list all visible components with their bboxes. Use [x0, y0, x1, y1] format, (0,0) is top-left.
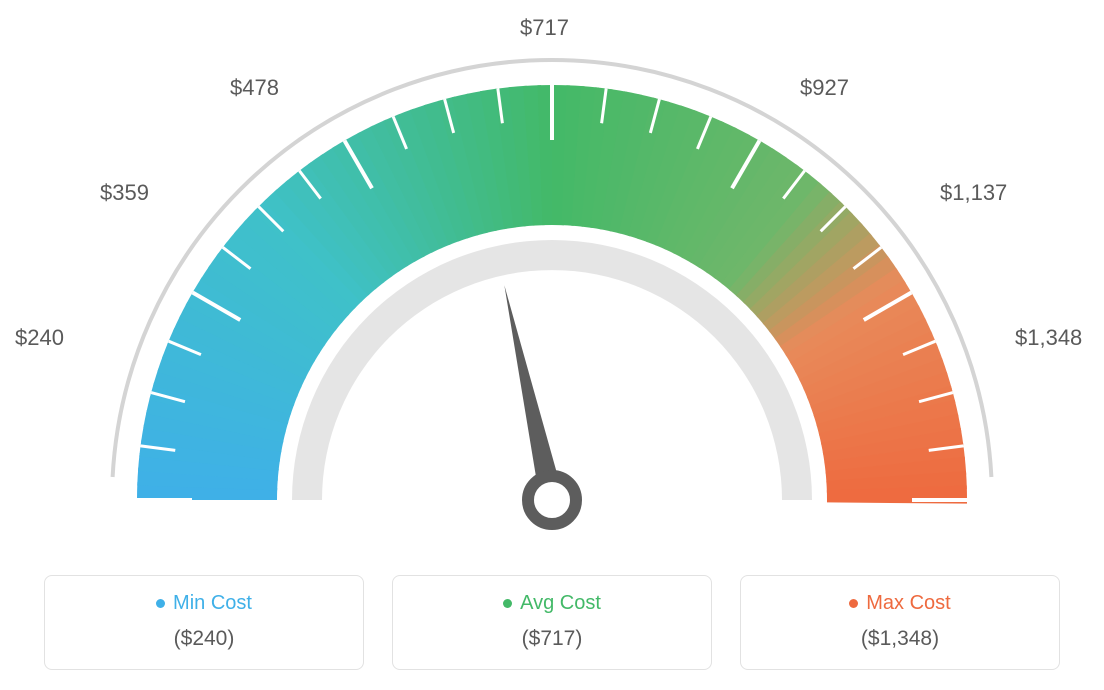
gauge-tick-label: $717 — [520, 15, 569, 41]
legend-label: Max Cost — [866, 592, 950, 615]
dot-icon — [503, 599, 512, 608]
legend-value-max: ($1,348) — [751, 627, 1049, 651]
legend-card-min: Min Cost ($240) — [44, 575, 364, 670]
gauge-tick-label: $1,137 — [940, 180, 1007, 206]
needle-hub — [528, 476, 576, 524]
gauge-tick-label: $927 — [800, 75, 849, 101]
legend-label: Avg Cost — [520, 592, 601, 615]
dot-icon — [156, 599, 165, 608]
legend-title-min: Min Cost — [156, 592, 252, 615]
legend-title-max: Max Cost — [849, 592, 950, 615]
gauge-tick-label: $1,348 — [1015, 325, 1082, 351]
legend-card-avg: Avg Cost ($717) — [392, 575, 712, 670]
gauge-svg — [0, 0, 1104, 560]
chart-container: $240 $359 $478 $717 $927 $1,137 $1,348 Min Cos… — [0, 0, 1104, 690]
gauge: $240 $359 $478 $717 $927 $1,137 $1,348 — [0, 0, 1104, 560]
legend-title-avg: Avg Cost — [503, 592, 601, 615]
needle — [504, 285, 563, 502]
legend: Min Cost ($240) Avg Cost ($717) Max Cost… — [0, 575, 1104, 670]
gauge-tick-label: $240 — [15, 325, 64, 351]
legend-value-avg: ($717) — [403, 627, 701, 651]
legend-label: Min Cost — [173, 592, 252, 615]
dot-icon — [849, 599, 858, 608]
gauge-tick-label: $478 — [230, 75, 279, 101]
legend-card-max: Max Cost ($1,348) — [740, 575, 1060, 670]
gauge-tick-label: $359 — [100, 180, 149, 206]
legend-value-min: ($240) — [55, 627, 353, 651]
